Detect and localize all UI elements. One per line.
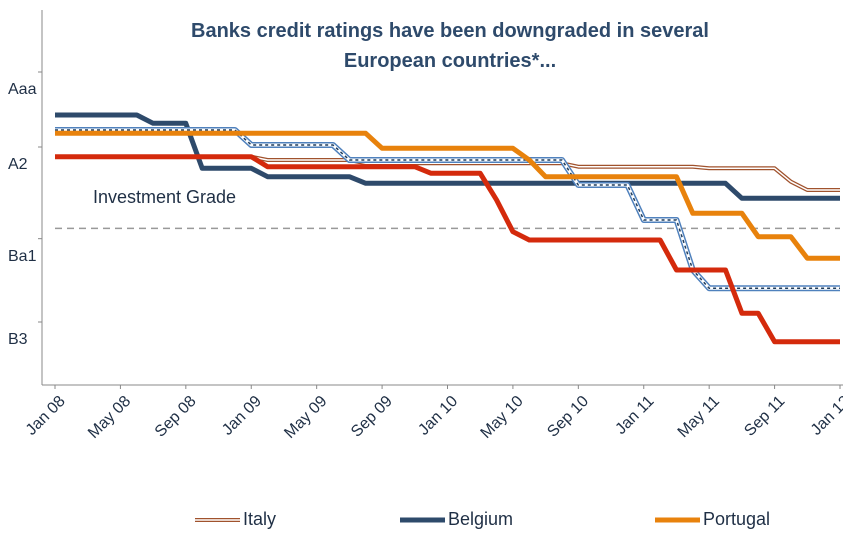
x-tick-label: Jan 08 bbox=[23, 393, 69, 439]
legend-label: Belgium bbox=[448, 509, 513, 529]
x-tick-label: Sep 11 bbox=[741, 393, 788, 440]
series-line bbox=[55, 112, 840, 201]
x-tick-label: Jan 09 bbox=[219, 393, 265, 439]
chart-title: Banks credit ratings have been downgrade… bbox=[191, 20, 709, 72]
x-tick-label: May 11 bbox=[675, 393, 723, 441]
x-tick-label: May 08 bbox=[85, 393, 134, 442]
reference-label: Investment Grade bbox=[93, 187, 236, 207]
x-tick-label: Sep 09 bbox=[348, 393, 396, 441]
legend-label: Italy bbox=[243, 509, 276, 529]
legend-label: Portugal bbox=[703, 509, 770, 529]
y-tick-label: Ba1 bbox=[8, 248, 37, 265]
y-tick-label: A2 bbox=[8, 156, 28, 173]
y-tick-label: Aaa bbox=[8, 81, 37, 98]
x-tick-label: Sep 10 bbox=[544, 393, 592, 441]
series-line bbox=[55, 129, 840, 290]
series-line bbox=[55, 128, 840, 290]
x-tick-label: Jan 12 bbox=[808, 393, 843, 439]
series-line bbox=[55, 154, 840, 345]
x-tick-label: Jan 11 bbox=[612, 393, 657, 438]
y-tick-label: B3 bbox=[8, 331, 28, 348]
series-line bbox=[55, 127, 840, 292]
x-tick-label: May 09 bbox=[281, 393, 330, 442]
x-tick-label: Jan 10 bbox=[415, 393, 461, 439]
x-tick-label: Sep 08 bbox=[152, 393, 200, 441]
series-line bbox=[55, 130, 840, 261]
x-tick-label: May 10 bbox=[478, 393, 527, 442]
